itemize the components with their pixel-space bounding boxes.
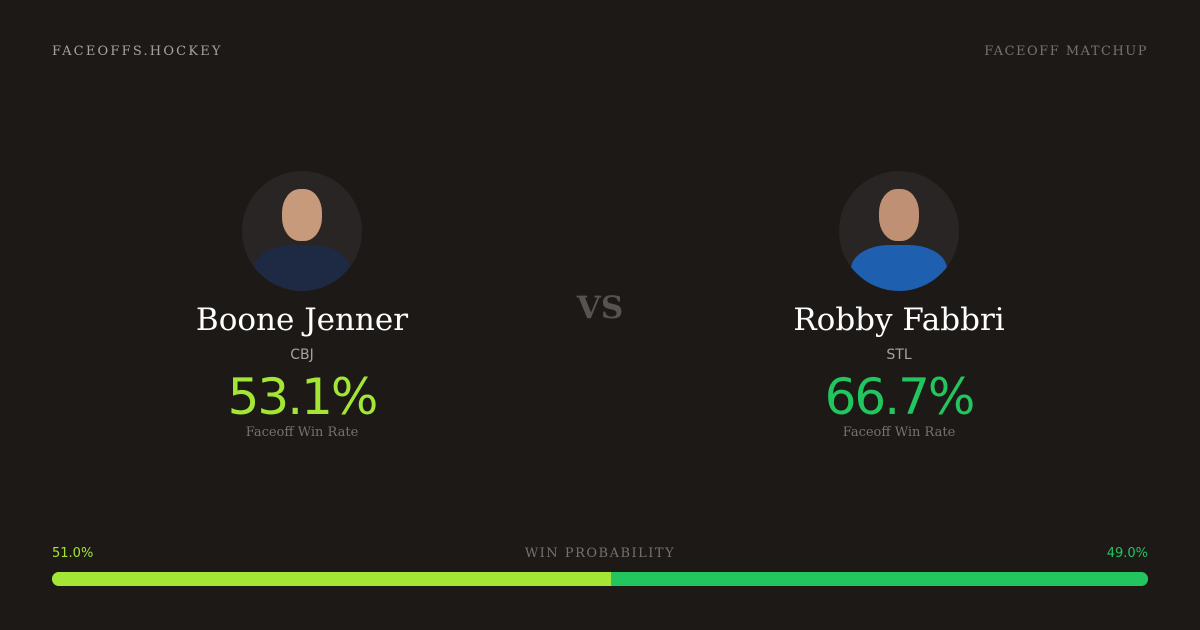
probability-bar xyxy=(52,572,1148,586)
page-tag: FACEOFF MATCHUP xyxy=(984,44,1148,59)
win-probability-title: WIN PROBABILITY xyxy=(524,546,676,561)
player-name: Robby Fabbri xyxy=(793,302,1005,338)
brand-logo: FACEOFFS.HOCKEY xyxy=(52,44,223,59)
win-rate-label: Faceoff Win Rate xyxy=(842,425,956,440)
win-rate-label: Faceoff Win Rate xyxy=(245,425,359,440)
player-name: Boone Jenner xyxy=(195,302,409,338)
probability-bar-left xyxy=(52,572,611,586)
left-probability: 51.0% xyxy=(52,546,94,561)
player-card-left: Boone Jenner CBJ 53.1% Faceoff Win Rate xyxy=(102,171,502,440)
player-team: CBJ xyxy=(290,347,314,363)
player-team: STL xyxy=(886,347,912,363)
right-probability: 49.0% xyxy=(1106,546,1148,561)
win-rate: 53.1% xyxy=(227,368,379,426)
player-card-right: Robby Fabbri STL 66.7% Faceoff Win Rate xyxy=(699,171,1099,440)
player-avatar xyxy=(839,171,959,291)
win-rate: 66.7% xyxy=(824,368,976,426)
probability-bar-right xyxy=(610,572,1148,586)
player-avatar xyxy=(242,171,362,291)
vs-label: VS xyxy=(576,290,624,326)
